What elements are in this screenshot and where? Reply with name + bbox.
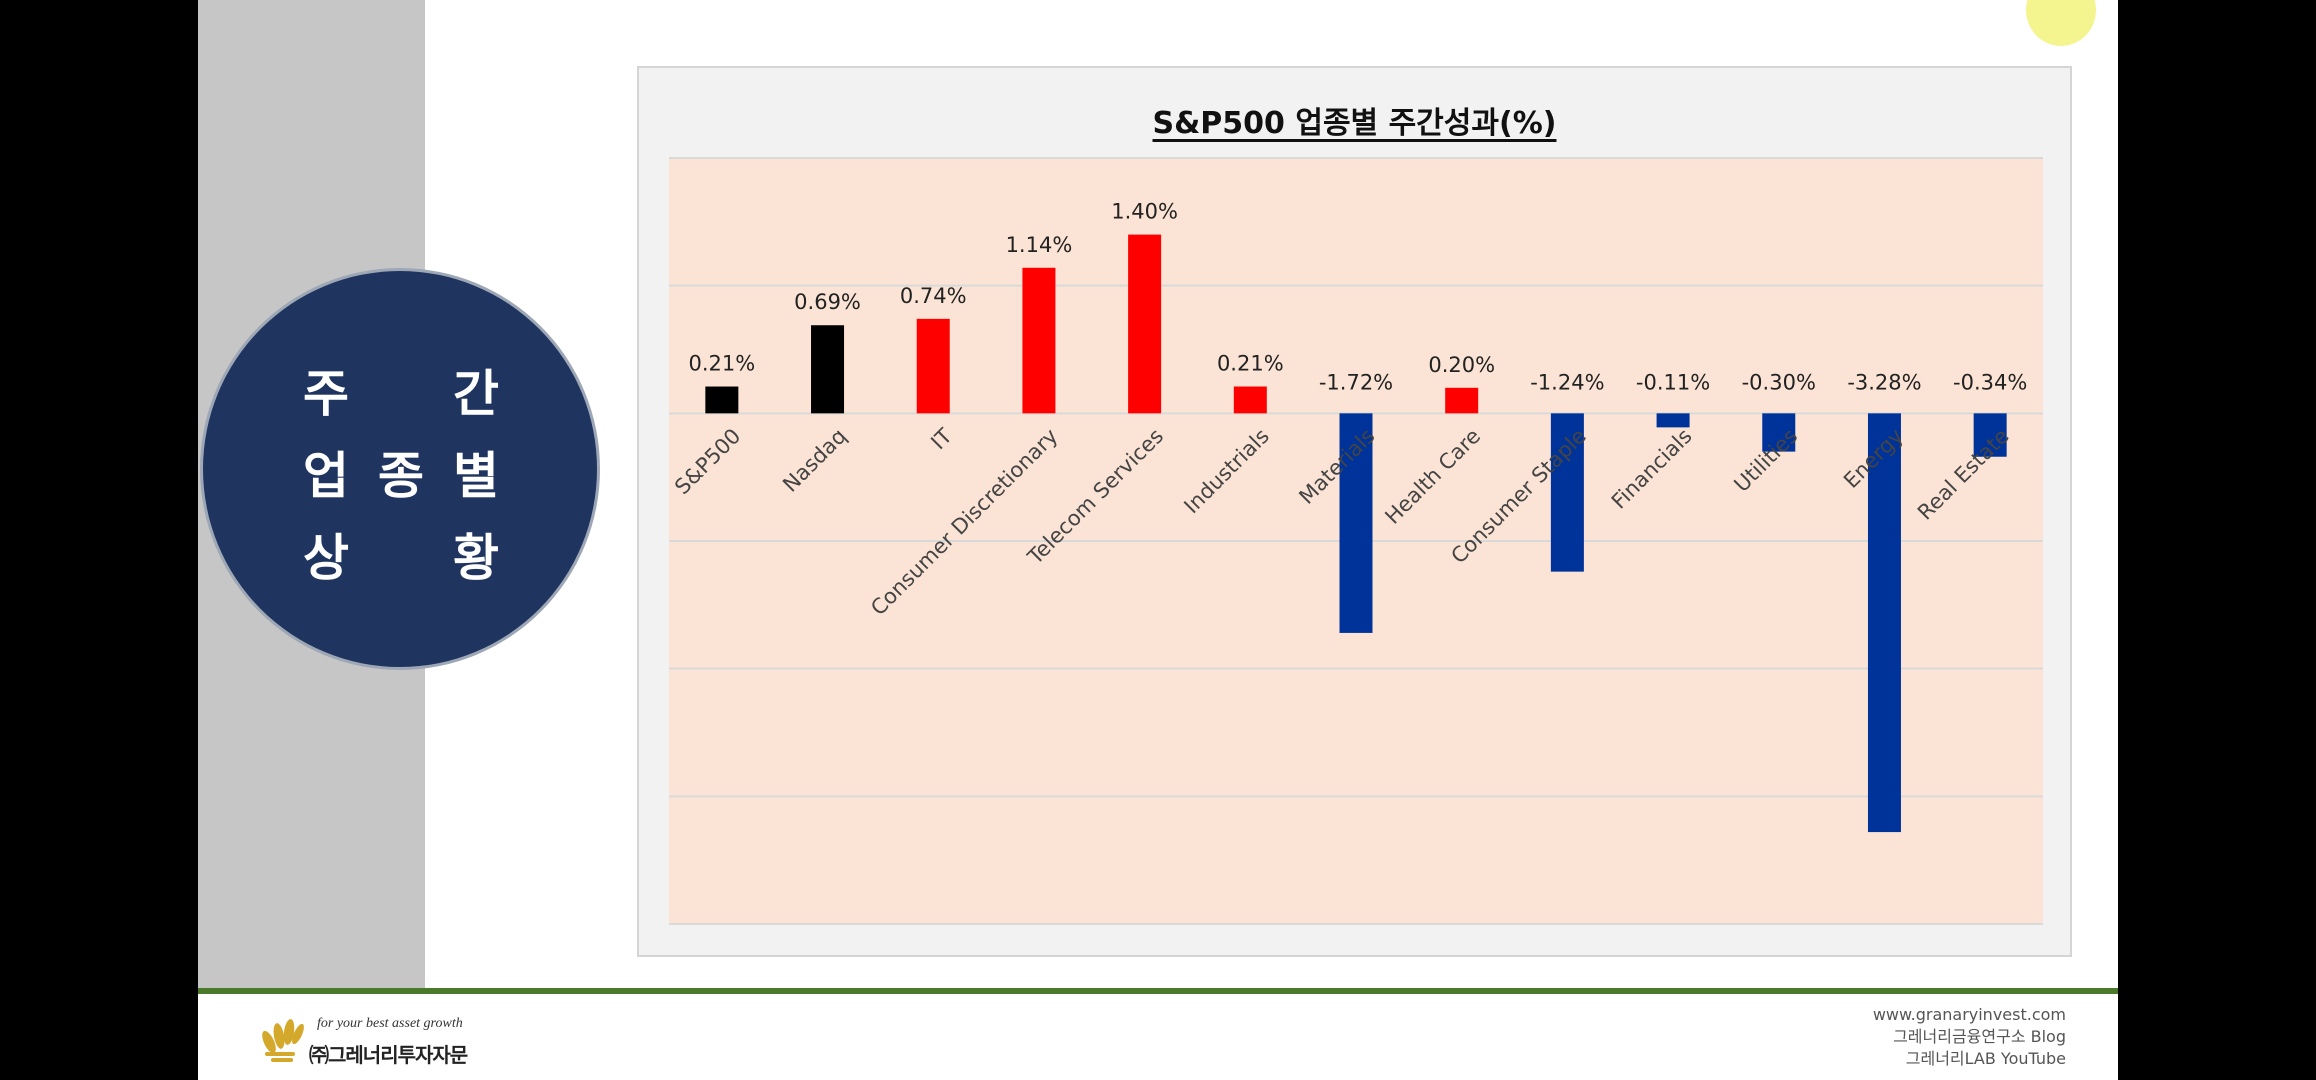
badge-char: 황: [453, 529, 499, 587]
footer-divider: [198, 988, 2118, 994]
bar: [1022, 267, 1056, 414]
bar: [1656, 413, 1690, 428]
bar: [811, 325, 845, 414]
bar: [1445, 387, 1479, 414]
slide: 주 간 업 종 별 상 황 S&P500 업종별 주간성과(%) 0.21% S&…: [198, 0, 2118, 1080]
badge-char: 종: [378, 447, 424, 505]
yellow-dot-decoration: [2026, 0, 2096, 46]
badge-char: 상: [303, 529, 349, 587]
data-label: -3.28%: [1847, 370, 1921, 394]
data-label: 0.20%: [1428, 353, 1495, 377]
bar: [1128, 234, 1162, 414]
data-label: 0.69%: [794, 290, 861, 314]
badge-char: 간: [453, 365, 499, 423]
bar: [1233, 386, 1267, 414]
badge-char: 업: [303, 447, 349, 505]
logo-tagline: for your best asset growth: [317, 1016, 463, 1031]
bar: [916, 318, 950, 414]
data-label: -1.24%: [1530, 370, 1604, 394]
badge-char: 별: [453, 447, 499, 505]
footer-website-link[interactable]: www.granaryinvest.com: [1872, 1005, 2066, 1024]
data-label: -0.11%: [1636, 370, 1710, 394]
bar: [1762, 413, 1796, 452]
data-label: 0.74%: [900, 284, 967, 308]
data-label: 1.40%: [1111, 200, 1178, 224]
chart-title: S&P500 업종별 주간성과(%): [1152, 106, 1557, 141]
bar: [1339, 413, 1373, 633]
bar: [705, 386, 739, 414]
footer-blog-link[interactable]: 그레너리금융연구소 Blog: [1893, 1027, 2066, 1046]
badge-char: 주: [303, 365, 349, 423]
data-label: -1.72%: [1319, 370, 1393, 394]
data-label: 0.21%: [1217, 352, 1284, 376]
company-logo: for your best asset growth ㈜그레너리투자자문: [255, 1010, 475, 1070]
chart-frame: S&P500 업종별 주간성과(%) 0.21% S&P500 0.69% Nasda…: [637, 66, 2072, 957]
data-label: 0.21%: [688, 352, 755, 376]
logo-company-name: ㈜그레너리투자자문: [309, 1043, 468, 1067]
bar: [1867, 413, 1901, 833]
data-label: -0.30%: [1742, 370, 1816, 394]
data-label: 1.14%: [1006, 233, 1073, 257]
wheat-icon: [262, 1019, 304, 1062]
bar: [1973, 413, 2007, 457]
weekly-sector-badge: 주 간 업 종 별 상 황: [200, 268, 600, 670]
bar-chart: 0.21%S&P5000.69%Nasdaq0.74%IT1.14%Consum…: [669, 157, 2043, 925]
data-label: -0.34%: [1953, 370, 2027, 394]
bar: [1550, 413, 1584, 572]
footer-links: www.granaryinvest.com 그레너리금융연구소 Blog 그레너…: [1873, 1004, 2066, 1070]
footer-youtube-link[interactable]: 그레너리LAB YouTube: [1905, 1049, 2066, 1068]
